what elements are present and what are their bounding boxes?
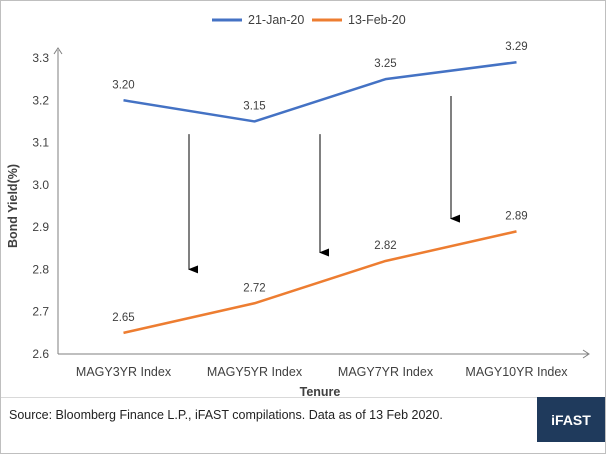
- legend-label: 21-Jan-20: [248, 13, 304, 27]
- y-tick-label: 3.2: [32, 93, 49, 107]
- data-label: 2.65: [112, 312, 134, 324]
- source-note: Source: Bloomberg Finance L.P., iFAST co…: [9, 408, 443, 422]
- data-label: 2.89: [505, 210, 527, 222]
- ifast-logo: iFAST: [537, 397, 605, 442]
- data-label: 3.25: [374, 58, 396, 70]
- y-tick-label: 2.9: [32, 220, 49, 234]
- chart-footer: Source: Bloomberg Finance L.P., iFAST co…: [1, 397, 605, 453]
- data-label: 2.82: [374, 240, 396, 252]
- y-tick-label: 2.7: [32, 305, 49, 319]
- data-label: 3.29: [505, 41, 527, 53]
- y-tick-label: 2.6: [32, 347, 49, 361]
- y-axis-arrowhead: [53, 47, 63, 55]
- legend-label: 13-Feb-20: [348, 13, 406, 27]
- data-label: 2.72: [243, 282, 265, 294]
- y-tick-label: 3.0: [32, 178, 49, 192]
- y-tick-label: 3.3: [32, 51, 49, 65]
- y-axis-title: Bond Yield(%): [6, 164, 20, 248]
- series-line: [123, 230, 517, 335]
- x-tick-label: MAGY5YR Index: [207, 365, 303, 379]
- x-tick-label: MAGY7YR Index: [338, 365, 434, 379]
- x-axis-title: Tenure: [300, 385, 341, 399]
- x-tick-label: MAGY3YR Index: [76, 365, 172, 379]
- data-label: 3.20: [112, 79, 134, 91]
- footer-divider: [1, 397, 605, 398]
- x-tick-label: MAGY10YR Index: [465, 365, 568, 379]
- series-line: [123, 60, 517, 123]
- y-tick-label: 3.1: [32, 136, 49, 150]
- data-label: 3.15: [243, 100, 265, 112]
- line-chart: 2.6 2.7 2.8 2.9 3.0 3.1 3.2 3.3 MAGY3YR Index MAG…: [6, 13, 590, 399]
- y-tick-label: 2.8: [32, 262, 49, 276]
- x-axis-arrowhead: [582, 349, 590, 359]
